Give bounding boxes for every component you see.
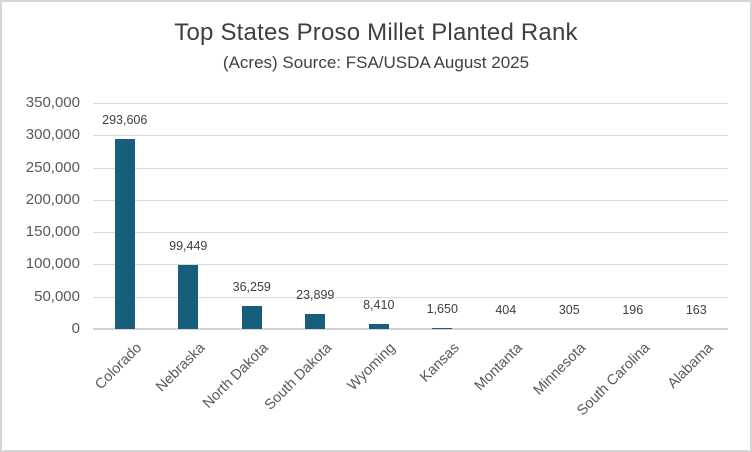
data-label: 404 (495, 302, 517, 317)
chart-subtitle: (Acres) Source: FSA/USDA August 2025 (222, 53, 530, 72)
bar-north-dakota (241, 305, 262, 329)
x-axis-label: Wyoming (345, 340, 400, 394)
bar-nebraska (178, 264, 199, 329)
bar-kansas (432, 327, 453, 329)
x-axis-label: Montanta (471, 340, 527, 395)
gridline (93, 135, 728, 137)
bar-south-dakota (305, 313, 326, 329)
x-axis-label: Kansas (417, 340, 463, 386)
data-label: 23,899 (296, 287, 335, 302)
x-axis-label: Minnesota (530, 340, 590, 399)
data-label: 163 (685, 302, 707, 317)
y-axis-tick-label: 250,000 (25, 158, 80, 176)
data-label: 196 (622, 302, 644, 317)
bar-wyoming (368, 323, 389, 329)
y-axis-tick-label: 100,000 (25, 255, 80, 273)
data-label: 305 (558, 302, 580, 317)
chart-title: Top States Proso Millet Planted Rank (174, 19, 578, 46)
data-label: 293,606 (102, 113, 148, 128)
y-axis-tick-label: 300,000 (25, 126, 80, 144)
data-label: 99,449 (169, 238, 208, 253)
y-axis-tick-label: 0 (71, 320, 80, 337)
gridline (93, 296, 728, 298)
x-axis-label: Alabama (664, 340, 717, 392)
y-axis-tick-label: 350,000 (25, 94, 80, 111)
x-axis-label: Nebraska (153, 340, 209, 396)
x-axis-line (93, 328, 728, 330)
gridline (93, 264, 728, 266)
gridline (93, 167, 728, 169)
bar-colorado (114, 139, 135, 329)
y-axis-tick-label: 200,000 (25, 190, 80, 208)
gridline (93, 199, 728, 201)
gridline (93, 232, 728, 234)
data-label: 8,410 (363, 297, 395, 312)
y-axis-tick-label: 50,000 (34, 287, 80, 305)
gridline (93, 103, 728, 104)
data-label: 1,650 (426, 301, 458, 316)
x-axis-label: Colorado (92, 340, 146, 393)
y-axis-tick-label: 150,000 (25, 223, 80, 241)
x-axis-label: South Dakota (262, 340, 336, 414)
data-label: 36,259 (232, 279, 271, 294)
